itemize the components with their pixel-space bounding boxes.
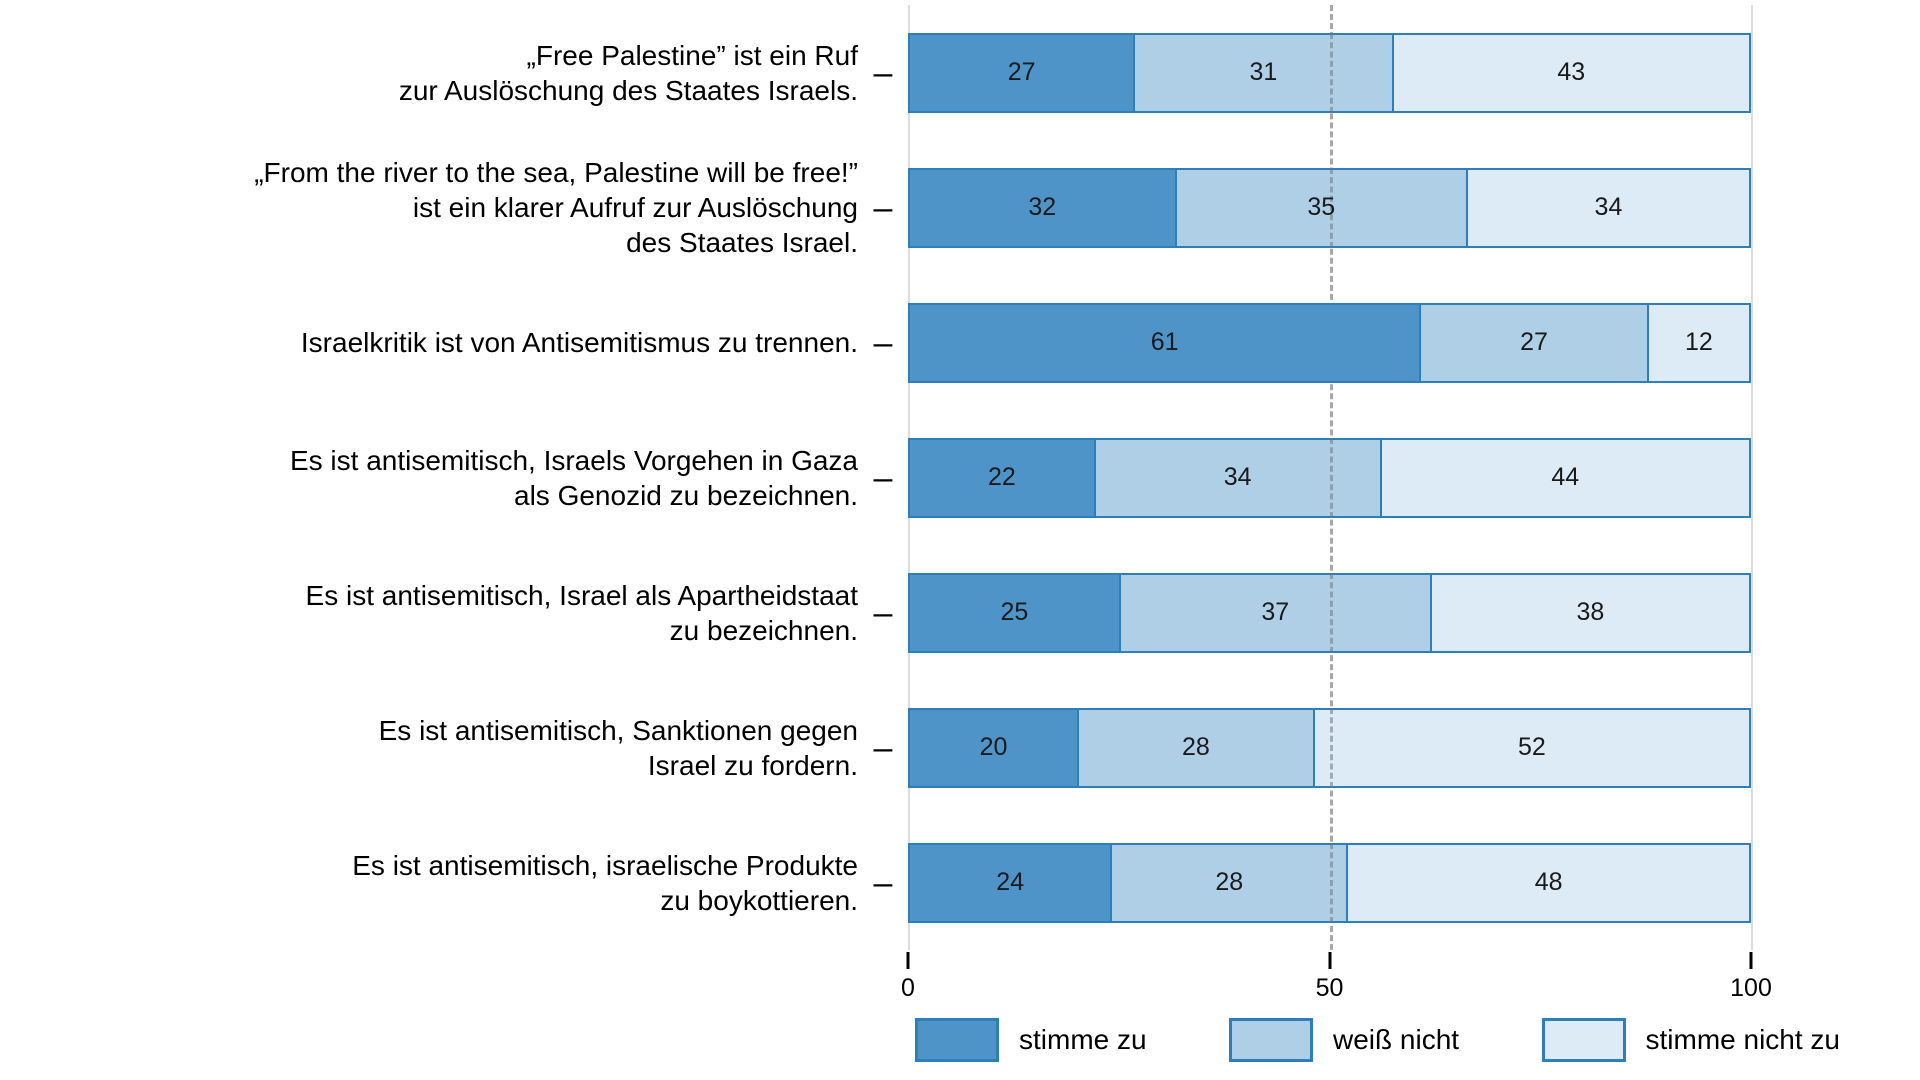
bar-value: 31 [1249, 58, 1278, 86]
legend-swatch [1229, 1018, 1314, 1062]
bar-segment-weiss-nicht: 27 [1419, 302, 1649, 383]
stacked-bar: 32 35 34 [908, 167, 1751, 248]
bar-value: 28 [1181, 733, 1210, 761]
bar-value: 22 [987, 463, 1016, 491]
category-label: Es ist antisemitisch, Israels Vorgehen i… [289, 444, 858, 511]
x-axis-tick-label: 100 [1730, 974, 1772, 1002]
stacked-bar: 20 28 52 [908, 707, 1751, 788]
chart-row: „Free Palestine” ist ein Ruf zur Auslösc… [0, 5, 1920, 140]
y-axis-tick-dash: – [873, 188, 893, 227]
category-label: „From the river to the sea, Palestine wi… [254, 157, 858, 258]
legend-label: stimme nicht zu [1645, 1024, 1841, 1055]
stacked-bar: 24 28 48 [908, 842, 1751, 923]
bar-segment-stimme-nicht-zu: 34 [1465, 167, 1751, 248]
legend-item: stimme nicht zu [1541, 1018, 1841, 1062]
bar-segment-weiss-nicht: 35 [1174, 167, 1468, 248]
chart-row: Es ist antisemitisch, israelische Produk… [0, 815, 1920, 950]
category-label: Es ist antisemitisch, Israel als Aparthe… [305, 579, 858, 646]
bar-segment-stimme-nicht-zu: 38 [1429, 572, 1751, 653]
chart-row: „From the river to the sea, Palestine wi… [0, 140, 1920, 275]
reference-line-overlay [1329, 707, 1333, 788]
y-axis-tick-dash: – [873, 728, 893, 767]
bar-value: 28 [1215, 868, 1244, 896]
x-axis-tick [906, 952, 910, 969]
bar-segment-weiss-nicht: 28 [1077, 707, 1315, 788]
bar-value: 12 [1684, 328, 1713, 356]
x-axis-tick [1749, 952, 1753, 969]
bar-value: 48 [1534, 868, 1563, 896]
bar-segment-weiss-nicht: 31 [1133, 32, 1394, 113]
bar-value: 44 [1551, 463, 1580, 491]
chart-row: Es ist antisemitisch, Sanktionen gegen I… [0, 680, 1920, 815]
bar-value: 20 [979, 733, 1008, 761]
stacked-bar: 22 34 44 [908, 437, 1752, 518]
bar-value: 43 [1557, 58, 1586, 86]
bar-segment-stimme-zu: 27 [908, 32, 1136, 113]
y-axis-tick-dash: – [873, 53, 893, 92]
category-label: Es ist antisemitisch, Sanktionen gegen I… [378, 714, 858, 781]
bar-segment-stimme-zu: 24 [908, 842, 1113, 923]
x-axis-tick-label: 50 [1315, 974, 1344, 1002]
bar-segment-stimme-nicht-zu: 48 [1346, 842, 1751, 923]
bar-segment-weiss-nicht: 28 [1110, 842, 1349, 923]
x-axis: 0 50 100 [901, 952, 1772, 1002]
y-axis-tick-dash: – [873, 863, 893, 902]
gridline-100 [1751, 5, 1753, 950]
bar-value: 27 [1520, 328, 1548, 356]
reference-line-overlay [1329, 32, 1333, 113]
legend-swatch [1541, 1018, 1626, 1062]
chart-row: Es ist antisemitisch, Israels Vorgehen i… [0, 410, 1920, 545]
reference-line-overlay [1329, 437, 1333, 518]
x-axis-tick-label: 0 [901, 974, 915, 1002]
bar-segment-stimme-nicht-zu: 44 [1379, 437, 1752, 518]
y-axis-tick-dash: – [873, 593, 893, 632]
category-label: „Free Palestine” ist ein Ruf zur Auslösc… [398, 39, 858, 106]
bar-value: 27 [1007, 58, 1036, 86]
bar-segment-stimme-nicht-zu: 52 [1312, 707, 1751, 788]
chart-row: Israelkritik ist von Antisemitismus zu t… [0, 275, 1920, 410]
bar-value: 34 [1223, 463, 1252, 491]
bar-rows: „Free Palestine” ist ein Ruf zur Auslösc… [0, 5, 1920, 950]
bar-segment-stimme-nicht-zu: 43 [1391, 32, 1751, 113]
bar-value: 35 [1307, 193, 1336, 221]
stacked-bar: 25 37 38 [908, 572, 1751, 653]
category-label: Israelkritik ist von Antisemitismus zu t… [300, 327, 858, 358]
legend-label: stimme zu [1019, 1024, 1147, 1055]
bar-segment-stimme-zu: 20 [908, 707, 1079, 788]
bar-segment-weiss-nicht: 34 [1093, 437, 1382, 518]
bar-segment-stimme-zu: 61 [908, 302, 1422, 383]
legend-swatch [915, 1018, 999, 1062]
legend: stimme zu weiß nicht stimme nicht zu [915, 1018, 1840, 1062]
bar-segment-weiss-nicht: 37 [1118, 572, 1432, 653]
stacked-bar: 61 27 12 [908, 302, 1751, 383]
y-axis-tick-dash: – [873, 458, 893, 497]
chart-row: Es ist antisemitisch, Israel als Aparthe… [0, 545, 1920, 680]
reference-line-overlay [1329, 572, 1333, 653]
legend-item: weiß nicht [1229, 1018, 1459, 1062]
bar-value: 34 [1594, 193, 1623, 221]
legend-item: stimme zu [915, 1018, 1147, 1062]
bar-value: 25 [1000, 598, 1029, 626]
bar-segment-stimme-zu: 22 [908, 437, 1096, 518]
x-axis-tick [1328, 952, 1331, 969]
reference-line-overlay [1329, 167, 1333, 248]
stacked-bar: 27 31 43 [908, 32, 1751, 113]
reference-line-overlay [1329, 842, 1333, 923]
bar-segment-stimme-nicht-zu: 12 [1646, 302, 1751, 383]
category-label: Es ist antisemitisch, israelische Produk… [352, 849, 858, 916]
bar-segment-stimme-zu: 25 [908, 572, 1121, 653]
bar-value: 38 [1576, 598, 1605, 626]
bar-value: 37 [1261, 598, 1290, 626]
legend-label: weiß nicht [1333, 1024, 1460, 1055]
bar-value: 61 [1150, 328, 1179, 356]
bar-value: 52 [1517, 733, 1546, 761]
bar-segment-stimme-zu: 32 [908, 167, 1177, 248]
bar-value: 24 [996, 868, 1025, 896]
bar-value: 32 [1028, 193, 1057, 221]
y-axis-tick-dash: – [873, 323, 893, 362]
